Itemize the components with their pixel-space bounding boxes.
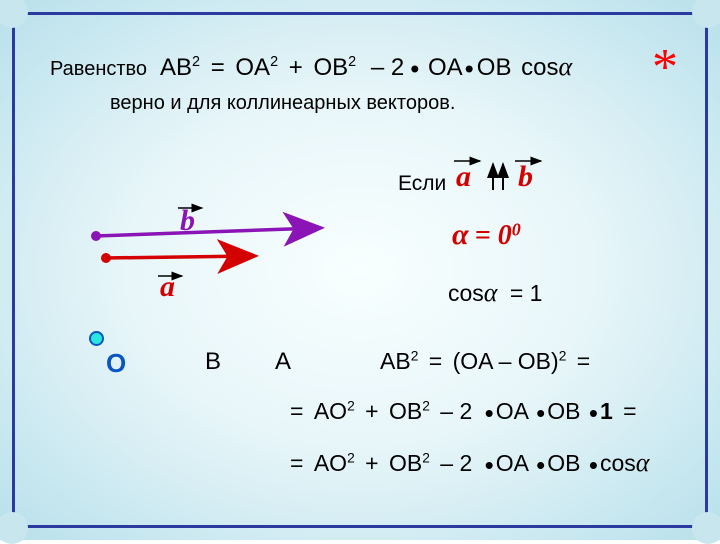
point-a-start: [101, 253, 111, 263]
alpha: α: [484, 278, 498, 307]
tail: =: [577, 348, 590, 374]
ao2: AO: [314, 450, 347, 476]
one: 1: [600, 398, 613, 424]
oa: OA: [496, 450, 528, 476]
vector-a-line: [105, 256, 252, 258]
ob: OB: [547, 450, 580, 476]
vector-a-label: a: [160, 270, 175, 304]
ob2: OB: [389, 450, 422, 476]
point-O: [89, 331, 104, 346]
vector-b-label: b: [180, 204, 195, 238]
point-b-start: [91, 231, 101, 241]
tail: =: [623, 398, 636, 424]
eq: =: [429, 348, 442, 374]
ob: OB: [547, 398, 580, 424]
paren: (OA – OB): [453, 348, 559, 374]
label-B: B: [205, 348, 221, 376]
rest: = 1: [510, 280, 543, 306]
deriv2: = AO2 + OB2 – 2 •OA •OB •1 =: [290, 398, 637, 425]
deriv3: = AO2 + OB2 – 2 •OA •OB •cosα: [290, 448, 649, 478]
minus2: – 2: [440, 398, 472, 424]
label-A: A: [275, 348, 291, 376]
alpha: α: [452, 218, 469, 251]
ab: AB: [380, 348, 411, 374]
minus2: – 2: [440, 450, 472, 476]
eq: =: [290, 398, 303, 424]
alpha: α: [636, 448, 650, 477]
exp: 0: [512, 220, 521, 240]
cos: cos: [448, 280, 484, 306]
eq0: = 0: [475, 220, 512, 251]
plus: +: [365, 398, 378, 424]
if-a: a: [456, 160, 471, 194]
if-prefix: Если: [398, 172, 446, 196]
vector-b-line: [95, 228, 318, 236]
if-b: b: [518, 160, 533, 194]
plus: +: [365, 450, 378, 476]
alpha-line: α = 00: [452, 218, 521, 252]
label-O: O: [106, 348, 126, 379]
eq: =: [290, 450, 303, 476]
deriv1: AB2 = (OA – OB)2 =: [380, 348, 590, 375]
exp: 2: [559, 348, 567, 363]
ao2: AO: [314, 398, 347, 424]
content: * Равенство AB2 = OA2 + OB2 – 2• OA•OB c…: [0, 0, 720, 540]
ob2: OB: [389, 398, 422, 424]
oa: OA: [496, 398, 528, 424]
cos: cos: [600, 450, 636, 476]
cos-line: cosα = 1: [448, 278, 542, 308]
